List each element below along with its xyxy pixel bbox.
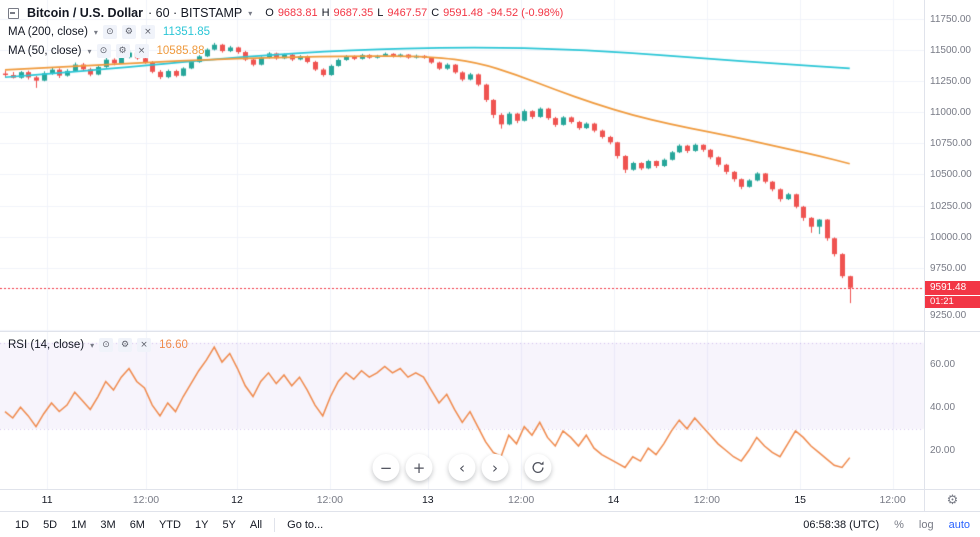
close-label: C [431,7,440,19]
log-scale-button[interactable]: log [918,518,934,531]
chevron-down-icon[interactable]: ▾ [248,8,253,18]
symbol-marker-icon [8,7,19,19]
reset-chart-button[interactable] [524,454,552,481]
close-icon[interactable]: × [137,338,152,352]
price-tick-label: 11000.00 [930,107,971,119]
main-legend: Bitcoin / U.S. Dollar · 60 · BITSTAMP ▾ … [8,4,563,61]
last-price-label: 9591.48 [925,281,980,295]
rsi-tick-label: 20.00 [930,445,956,457]
rsi-legend-row[interactable]: RSI (14, close) ▾ ⊙ ⚙ × 16.60 [8,336,188,354]
price-tick-label: 11750.00 [930,13,971,25]
range-5d-button[interactable]: 5D [36,519,64,531]
time-label: 12:00 [132,494,160,506]
ma50-label: MA (50, close) [8,45,82,57]
time-label: 13 [421,494,434,506]
reset-arrow-icon [532,461,544,473]
toolbar-right: 06:58:38 (UTC) % log auto [803,519,972,531]
range-1y-button[interactable]: 1Y [188,519,215,531]
price-tick-label: 10250.00 [930,200,972,212]
high-value: 9687.35 [333,7,374,19]
main-price-pane[interactable]: Bitcoin / U.S. Dollar · 60 · BITSTAMP ▾ … [0,0,980,331]
open-label: O [265,7,274,19]
pane-separator[interactable] [0,331,980,332]
range-ytd-button[interactable]: YTD [152,519,188,531]
symbol-title: Bitcoin / U.S. Dollar [27,6,143,20]
open-value: 9683.81 [277,7,318,19]
zoom-in-button[interactable]: + [405,454,433,481]
scroll-left-button[interactable]: ‹ [448,454,476,481]
main-chart-canvas[interactable] [0,0,924,331]
close-value: 9591.48 [443,7,483,19]
range-all-button[interactable]: All [243,519,269,531]
ohlc-readout: O 9683.81 H 9687.35 L 9467.57 C 9591.48 … [265,7,563,19]
rsi-legend: RSI (14, close) ▾ ⊙ ⚙ × 16.60 [8,336,188,355]
range-1d-button[interactable]: 1D [8,519,36,531]
rsi-tick-label: 60.00 [930,359,956,371]
time-label: 12:00 [879,494,906,506]
time-label: 15 [794,494,807,506]
ma50-legend-row[interactable]: MA (50, close) ▾ ⊙ ⚙ × 10585.88 [8,42,563,60]
price-scale[interactable]: 9591.48 01:21 11750.00 11500.00 11250.00 11… [924,0,980,489]
zoom-out-button[interactable]: − [372,454,400,481]
range-3m-button[interactable]: 3M [93,519,122,531]
price-tick-label: 10500.00 [930,169,972,181]
percent-scale-button[interactable]: % [894,518,904,531]
price-tick-label: 10000.00 [930,231,972,243]
ma200-value: 11351.85 [162,26,211,38]
symbol-legend-row[interactable]: Bitcoin / U.S. Dollar · 60 · BITSTAMP ▾ … [8,4,563,22]
price-tick-label: 11500.00 [930,44,971,56]
bottom-toolbar: 1D 5D 1M 3M 6M YTD 1Y 5Y All Go to... 06:58:38 (… [0,511,980,537]
time-label: 12:00 [693,494,720,506]
low-label: L [377,7,384,19]
auto-scale-button[interactable]: auto [948,518,970,531]
rsi-label: RSI (14, close) [8,339,85,351]
rsi-value: 16.60 [159,339,188,351]
range-buttons: 1D 5D 1M 3M 6M YTD 1Y 5Y All [8,519,269,531]
eye-icon[interactable]: ⊙ [96,44,111,58]
time-label: 14 [607,494,620,506]
chevron-down-icon[interactable]: ▾ [87,46,92,56]
close-icon[interactable]: × [134,44,149,58]
ma50-value: 10585.88 [156,45,205,57]
chevron-down-icon[interactable]: ▾ [93,27,98,37]
eye-icon[interactable]: ⊙ [99,338,114,352]
range-6m-button[interactable]: 6M [123,519,152,531]
close-icon[interactable]: × [140,25,155,39]
chevron-down-icon[interactable]: ▾ [90,340,95,350]
ma200-legend-row[interactable]: MA (200, close) ▾ ⊙ ⚙ × 11351.85 [8,23,563,41]
ma200-label: MA (200, close) [8,26,88,38]
eye-icon[interactable]: ⊙ [102,25,117,39]
price-tick-label: 10750.00 [930,138,972,150]
gear-icon[interactable]: ⚙ [118,338,133,352]
time-scale[interactable]: 11 12:00 12 12:00 13 12:00 14 12:00 15 12:00 [0,489,924,511]
symbol-meta: · 60 · BITSTAMP [148,6,243,20]
bar-countdown: 01:21 [925,296,980,308]
chart-nav-controls: − + ‹ › [372,454,552,481]
range-1m-button[interactable]: 1M [64,519,93,531]
high-label: H [321,7,330,19]
low-value: 9467.57 [387,7,428,19]
time-label: 11 [41,494,53,506]
axis-corner: ⚙ [924,489,980,511]
clock-utc[interactable]: 06:58:38 (UTC) [803,518,880,531]
change-value: -94.52 (-0.98%) [486,7,564,19]
gear-icon[interactable]: ⚙ [115,44,130,58]
gear-icon[interactable]: ⚙ [121,25,136,39]
scroll-right-button[interactable]: › [481,454,509,481]
time-label: 12:00 [507,494,535,506]
toolbar-divider [274,517,276,532]
price-tick-label: 11250.00 [930,76,971,87]
time-label: 12:00 [316,494,343,506]
price-tick-label: 9750.00 [930,262,967,274]
time-label: 12 [231,494,243,506]
rsi-pane[interactable]: RSI (14, close) ▾ ⊙ ⚙ × 16.60 − + ‹ › [0,331,980,489]
price-tick-label: 9250.00 [930,310,967,321]
range-5y-button[interactable]: 5Y [215,519,242,531]
go-to-button[interactable]: Go to... [287,518,324,531]
rsi-tick-label: 40.00 [930,402,956,414]
settings-gear-icon[interactable]: ⚙ [946,493,959,508]
